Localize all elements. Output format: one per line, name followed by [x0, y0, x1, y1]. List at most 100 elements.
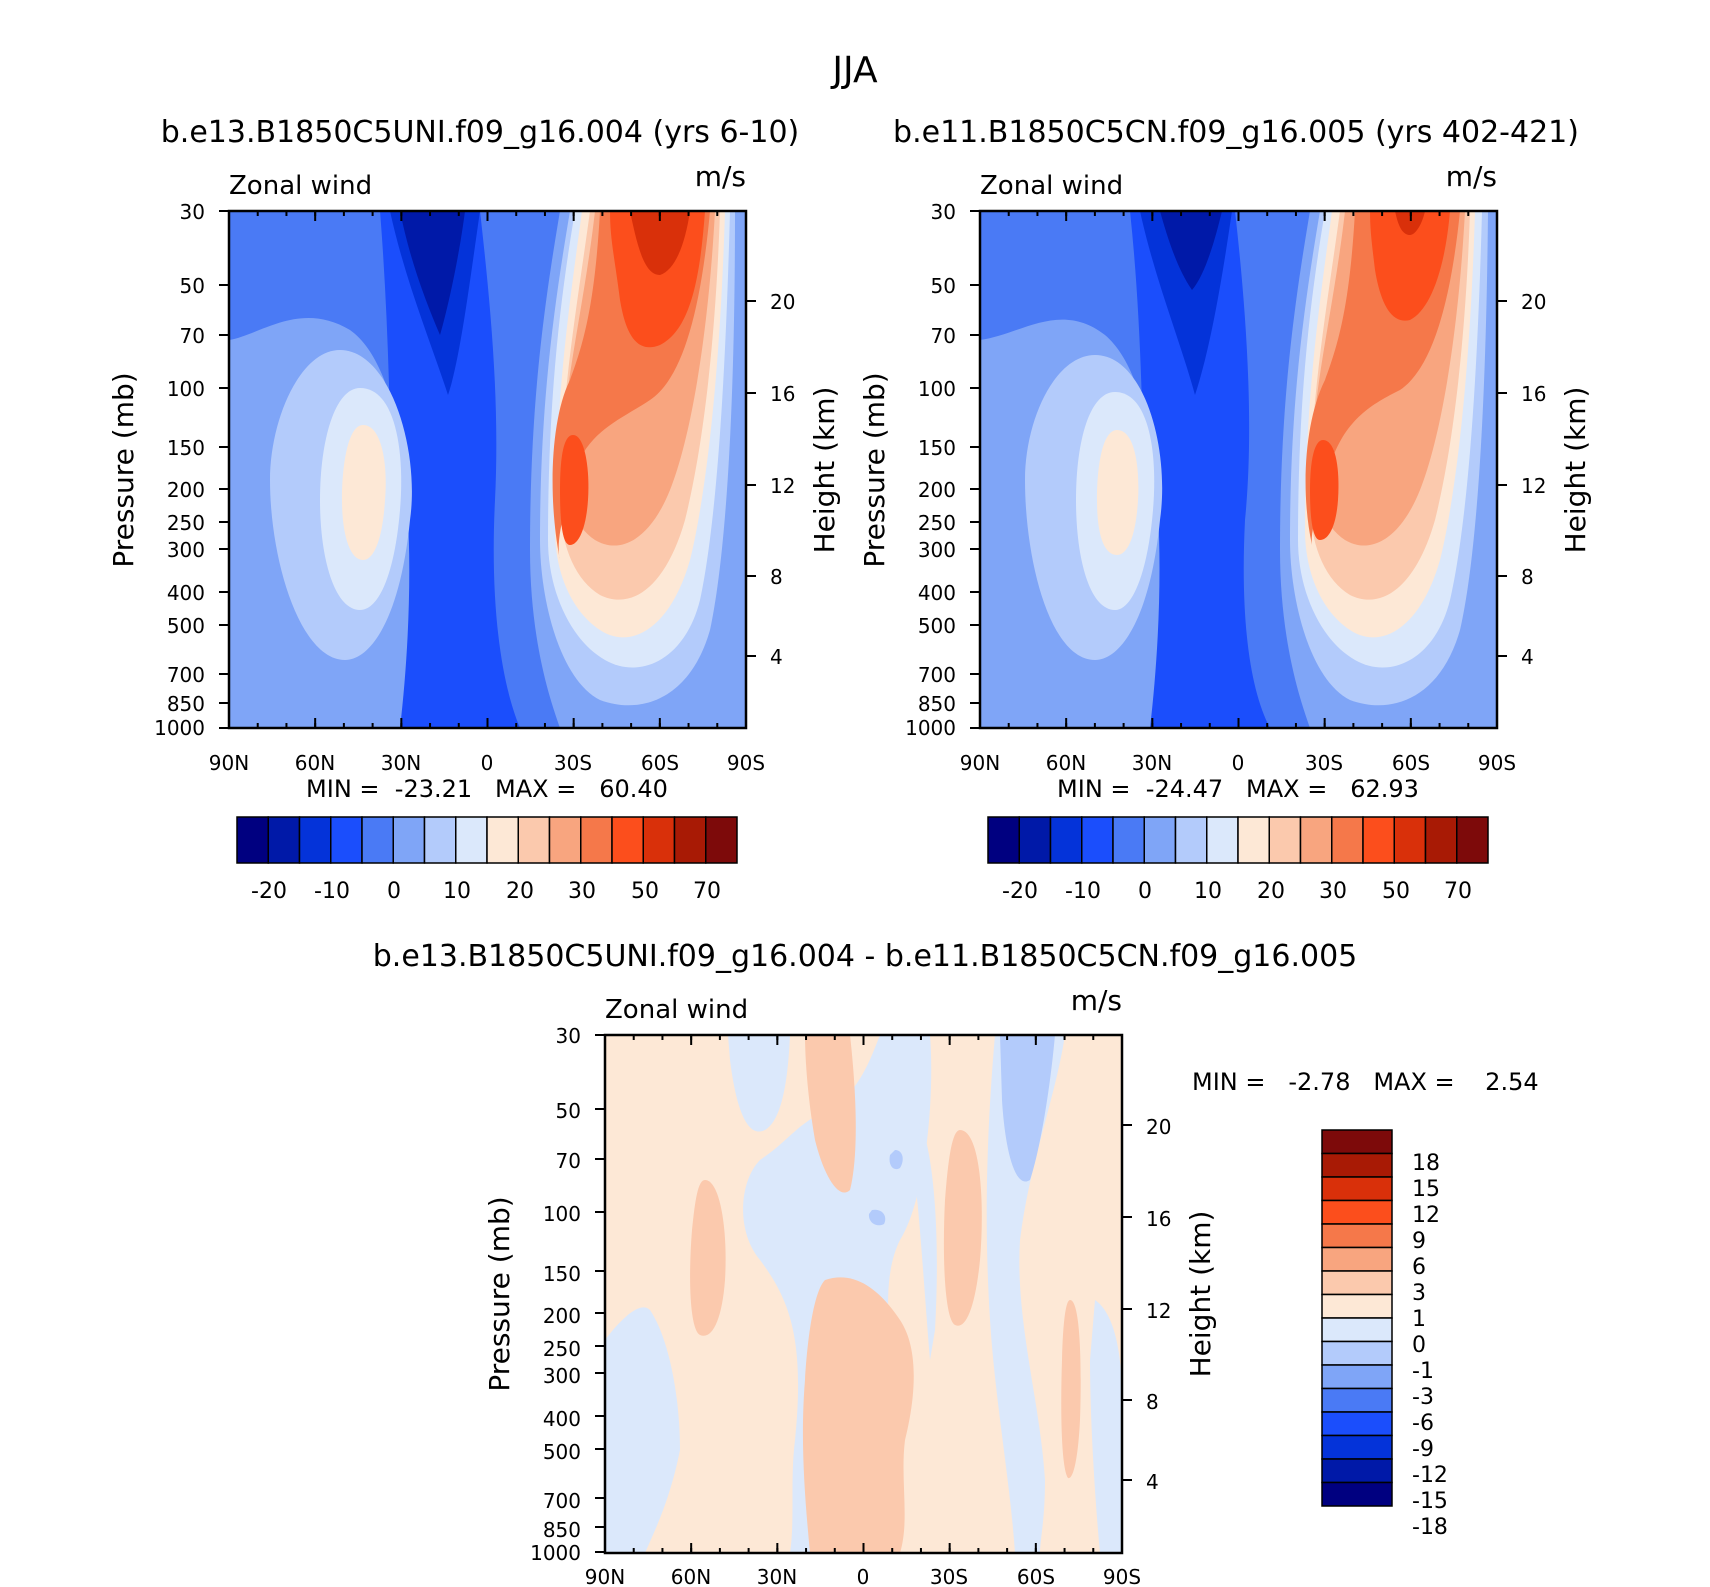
x-tick-label: 30S	[930, 1565, 968, 1587]
contour-level-ne23	[400, 211, 465, 335]
right-string: m/s	[695, 160, 746, 193]
colorbar-label: 15	[1412, 1177, 1440, 1202]
colorbar-swatch	[1321, 1317, 1393, 1343]
colorbar-label: 0	[1138, 879, 1152, 904]
y-ticks-right: 20 16 12 8 4	[770, 290, 795, 669]
height-tick-label: 20	[770, 290, 795, 314]
colorbar-swatch	[1331, 816, 1364, 864]
right-string: m/s	[1071, 984, 1122, 1017]
y-tick-label: 700	[918, 663, 956, 687]
colorbar-labels: 18 15 12 9 6 3 1 0 -1 -3 -6 -9 -12 -15 -…	[1412, 1151, 1448, 1540]
y-axis-label: Pressure (mb)	[858, 372, 891, 567]
y-tick-label: 100	[918, 377, 956, 401]
colorbar-label: 70	[1444, 879, 1472, 904]
contour-field	[229, 211, 746, 728]
height-tick-label: 12	[770, 474, 795, 498]
x-tick-label: 60S	[1017, 1565, 1055, 1587]
y-tick-label: 500	[167, 614, 205, 638]
height-tick-label: 8	[1521, 565, 1534, 589]
x-tick-label: 30N	[381, 751, 421, 775]
contour-pos-nh	[690, 1180, 726, 1336]
colorbar-label: -9	[1412, 1437, 1434, 1462]
colorbar-label: -18	[1412, 1515, 1448, 1540]
y-tick-label: 300	[918, 538, 956, 562]
contour-neg-mid	[915, 1120, 937, 1360]
figure-title: JJA	[830, 50, 878, 91]
colorbar-swatch	[1321, 1129, 1393, 1155]
y-tick-label: 400	[543, 1407, 581, 1431]
x-tick-label: 0	[481, 751, 494, 775]
y-tick-label: 850	[167, 692, 205, 716]
colorbar-labels: -20 -10 0 10 20 30 50 70	[1002, 879, 1472, 904]
y-tick-label: 500	[543, 1440, 581, 1464]
y-tick-label: 50	[931, 274, 956, 298]
min-max-text: MIN = -24.47 MAX = 62.93	[1057, 775, 1419, 803]
colorbar-label: 1	[1412, 1307, 1426, 1332]
left-string: Zonal wind	[229, 171, 372, 201]
colorbar-swatch	[486, 816, 519, 864]
right-string: m/s	[1446, 160, 1497, 193]
y-tick-label: 250	[543, 1337, 581, 1361]
x-tick-label: 30S	[554, 751, 592, 775]
contour-level-pos-55b	[1310, 440, 1339, 540]
y-ticks-right: 20 16 12 8 4	[1521, 290, 1546, 669]
colorbar-swatch	[1321, 1199, 1393, 1225]
colorbar-swatch	[1321, 1340, 1393, 1366]
panel-title: b.e11.B1850C5CN.f09_g16.005 (yrs 402-421…	[893, 115, 1579, 150]
x-tick-label: 30N	[757, 1565, 797, 1587]
colorbar-label: 18	[1412, 1151, 1440, 1176]
colorbar	[236, 816, 738, 864]
min-max-text: MIN = -2.78 MAX = 2.54	[1192, 1068, 1539, 1096]
colorbar	[1321, 1129, 1393, 1507]
colorbar-label: 0	[1412, 1333, 1426, 1358]
y-tick-label: 850	[918, 692, 956, 716]
x-tick-label: 60N	[295, 751, 335, 775]
colorbar-swatch	[1049, 816, 1083, 864]
colorbar-label: 50	[631, 879, 659, 904]
colorbar-label: 6	[1412, 1255, 1426, 1280]
contour-neg-nh-low	[605, 1307, 680, 1553]
y-tick-label: 500	[918, 614, 956, 638]
y-tick-label: 400	[918, 581, 956, 605]
colorbar-swatch	[1321, 1458, 1393, 1484]
colorbar-label: 9	[1412, 1229, 1426, 1254]
colorbar-label: 20	[1257, 879, 1285, 904]
colorbar-swatch	[1206, 816, 1239, 864]
y-tick-label: 100	[167, 377, 205, 401]
colorbar-label: 70	[693, 879, 721, 904]
colorbar-swatch	[1321, 1293, 1393, 1319]
colorbar-swatch	[392, 816, 426, 864]
height-tick-label: 8	[770, 565, 783, 589]
colorbar-swatch	[1362, 816, 1395, 864]
left-string: Zonal wind	[605, 995, 748, 1025]
colorbar-swatch	[1321, 1152, 1393, 1178]
colorbar-swatch	[1321, 1176, 1393, 1202]
height-tick-label: 4	[770, 645, 783, 669]
colorbar-swatch	[1268, 816, 1302, 864]
y-tick-label: 150	[918, 436, 956, 460]
x-tick-label: 60N	[1046, 751, 1086, 775]
contour-field	[605, 1035, 1122, 1553]
y-tick-label: 200	[543, 1304, 581, 1328]
y-tick-label: 200	[918, 478, 956, 502]
colorbar-swatch	[1321, 1223, 1393, 1249]
y-tick-label: 250	[918, 511, 956, 535]
y-tick-label: 150	[167, 436, 205, 460]
y-tick-label: 300	[543, 1364, 581, 1388]
y-ticks-left: 30 50 70 100 150 200 250 300 400 500 700…	[905, 200, 956, 740]
y-tick-label: 50	[556, 1099, 581, 1123]
y-tick-label: 100	[543, 1202, 581, 1226]
colorbar-swatch	[1321, 1270, 1393, 1296]
y-tick-label: 30	[180, 200, 205, 224]
x-ticks: 90N 60N 30N 0 30S 60S 90S	[585, 1565, 1141, 1587]
y-tick-label: 50	[180, 274, 205, 298]
contour-pos-upper	[805, 1035, 856, 1193]
y-tick-label: 400	[167, 581, 205, 605]
colorbar-label: 12	[1412, 1203, 1440, 1228]
colorbar-labels: -20 -10 0 10 20 30 50 70	[251, 879, 721, 904]
colorbar-swatch	[267, 816, 301, 864]
colorbar-swatch	[1143, 816, 1177, 864]
colorbar-label: -12	[1412, 1463, 1448, 1488]
colorbar-swatch	[330, 816, 363, 864]
